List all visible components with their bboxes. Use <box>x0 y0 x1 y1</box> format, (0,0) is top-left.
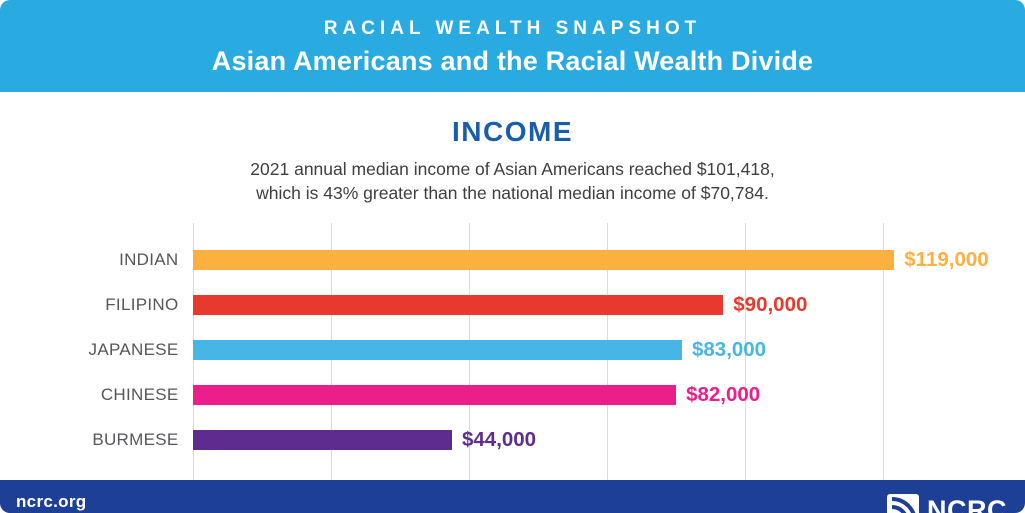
bar-track: $44,000 <box>192 427 883 452</box>
header-banner: RACIAL WEALTH SNAPSHOT Asian Americans a… <box>0 0 1025 92</box>
header-kicker: RACIAL WEALTH SNAPSHOT <box>323 18 702 39</box>
ncrc-logo-text: NCRC <box>927 494 1007 513</box>
bar <box>192 294 724 315</box>
bar <box>192 339 682 360</box>
section-title: INCOME <box>452 116 573 147</box>
bar-track: $90,000 <box>192 292 883 317</box>
bar <box>192 384 677 405</box>
chart-row: BURMESE $44,000 <box>28 417 998 462</box>
chart-row: CHINESE $82,000 <box>28 372 998 417</box>
income-bar-chart: INDIAN $119,000 FILIPINO $90,000 JAPANESE $83… <box>28 223 998 481</box>
chart-row: FILIPINO $90,000 <box>28 282 998 327</box>
footer-site: ncrc.org <box>16 492 87 512</box>
value-label: $119,000 <box>904 247 989 271</box>
section-subtitle: 2021 annual median income of Asian Ameri… <box>0 158 1025 205</box>
category-label: INDIAN <box>119 249 179 269</box>
ncrc-logo: NCRC <box>887 494 1007 513</box>
value-label: $83,000 <box>691 337 767 361</box>
bar <box>192 249 895 270</box>
bar-track: $82,000 <box>192 382 883 407</box>
chart-row: INDIAN $119,000 <box>28 237 998 282</box>
gridline <box>882 223 884 481</box>
subtitle-line-2: which is 43% greater than the national m… <box>256 182 769 203</box>
bar-track: $119,000 <box>192 248 989 272</box>
ncrc-logo-icon <box>887 494 919 513</box>
footer-bar: ncrc.org Sources:http://www.ncrc.org/rac… <box>0 480 1025 513</box>
bar-track: $83,000 <box>192 337 883 362</box>
category-label: CHINESE <box>100 384 179 404</box>
value-label: $44,000 <box>461 427 537 451</box>
footer-info: ncrc.org Sources:http://www.ncrc.org/rac… <box>16 492 548 513</box>
category-label: JAPANESE <box>88 339 179 359</box>
category-label: FILIPINO <box>105 294 179 314</box>
category-label: BURMESE <box>92 429 179 449</box>
value-label: $82,000 <box>686 382 761 406</box>
value-label: $90,000 <box>733 292 808 316</box>
subtitle-line-1: 2021 annual median income of Asian Ameri… <box>250 159 775 179</box>
page-title: Asian Americans and the Racial Wealth Di… <box>211 46 814 76</box>
income-section: INCOME 2021 annual median income of Asia… <box>0 92 1025 481</box>
gridline <box>744 223 746 481</box>
bar-rows: INDIAN $119,000 FILIPINO $90,000 JAPANESE $83… <box>28 237 998 462</box>
bar <box>192 429 452 450</box>
chart-row: JAPANESE $83,000 <box>28 327 998 372</box>
